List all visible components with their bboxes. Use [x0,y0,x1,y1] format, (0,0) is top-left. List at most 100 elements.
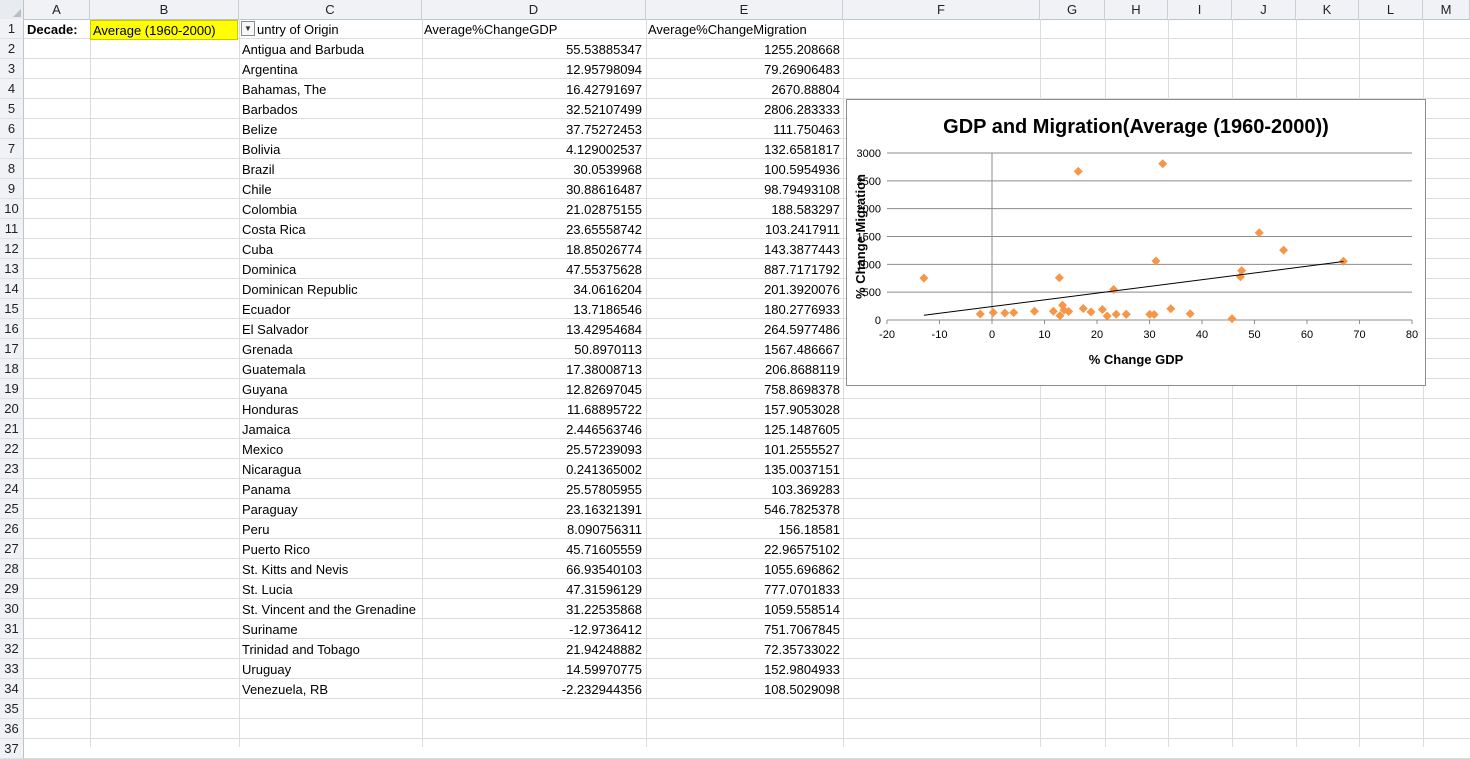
migration-cell[interactable]: 546.7825378 [764,502,840,517]
column-header-i[interactable]: I [1168,0,1232,19]
gdp-cell[interactable]: 47.55375628 [566,262,642,277]
migration-cell[interactable]: 1255.208668 [764,42,840,57]
country-cell[interactable]: Puerto Rico [242,542,310,557]
row-header-14[interactable]: 14 [0,279,24,299]
migration-cell[interactable]: 887.7171792 [764,262,840,277]
country-cell[interactable]: Antigua and Barbuda [242,42,365,57]
gdp-cell[interactable]: 23.65558742 [566,222,642,237]
migration-cell[interactable]: 72.35733022 [764,642,840,657]
row-header-9[interactable]: 9 [0,179,24,199]
country-cell[interactable]: Guatemala [242,362,306,377]
row-header-12[interactable]: 12 [0,239,24,259]
gdp-cell[interactable]: 2.446563746 [566,422,642,437]
gdp-cell[interactable]: 55.53885347 [566,42,642,57]
gdp-cell[interactable]: 4.129002537 [566,142,642,157]
migration-cell[interactable]: 100.5954936 [764,162,840,177]
country-cell[interactable]: Mexico [242,442,284,457]
row-header-3[interactable]: 3 [0,59,24,79]
gdp-cell[interactable]: 0.241365002 [566,462,642,477]
scatter-chart[interactable]: GDP and Migration(Average (1960-2000)) 0 5… [846,99,1426,386]
gdp-cell[interactable]: 31.22535868 [566,602,642,617]
migration-cell[interactable]: 103.369283 [771,482,840,497]
dropdown-arrow-icon[interactable]: ▼ [241,21,255,36]
migration-cell[interactable]: 98.79493108 [764,182,840,197]
column-header-l[interactable]: L [1359,0,1423,19]
row-header-32[interactable]: 32 [0,639,24,659]
country-cell[interactable]: Panama [242,482,291,497]
row-header-26[interactable]: 26 [0,519,24,539]
country-cell[interactable]: Peru [242,522,270,537]
gdp-cell[interactable]: 30.0539968 [573,162,642,177]
country-cell[interactable]: Venezuela, RB [242,682,329,697]
row-header-17[interactable]: 17 [0,339,24,359]
select-all-corner[interactable] [0,0,24,19]
gdp-cell[interactable]: -2.232944356 [561,682,642,697]
row-header-16[interactable]: 16 [0,319,24,339]
country-cell[interactable]: Jamaica [242,422,291,437]
gdp-cell[interactable]: 37.75272453 [566,122,642,137]
row-header-36[interactable]: 36 [0,719,24,739]
country-cell[interactable]: El Salvador [242,322,309,337]
migration-cell[interactable]: 201.3920076 [764,282,840,297]
column-header-b[interactable]: B [90,0,239,19]
row-header-33[interactable]: 33 [0,659,24,679]
row-header-8[interactable]: 8 [0,159,24,179]
migration-cell[interactable]: 2806.283333 [764,102,840,117]
column-header-j[interactable]: J [1232,0,1296,19]
gdp-cell[interactable]: 8.090756311 [567,522,642,537]
gdp-cell[interactable]: 14.59970775 [566,662,642,677]
migration-cell[interactable]: 758.8698378 [764,382,840,397]
row-header-24[interactable]: 24 [0,479,24,499]
country-cell[interactable]: Ecuador [242,302,291,317]
gdp-cell[interactable]: 16.42791697 [566,82,642,97]
migration-cell[interactable]: 180.2776933 [764,302,840,317]
country-cell[interactable]: Trinidad and Tobago [242,642,360,657]
gdp-cell[interactable]: 32.52107499 [566,102,642,117]
country-cell[interactable]: Belize [242,122,278,137]
migration-cell[interactable]: 777.0701833 [764,582,840,597]
country-cell[interactable]: Barbados [242,102,298,117]
gdp-cell[interactable]: 12.95798094 [566,62,642,77]
migration-cell[interactable]: 751.7067845 [764,622,840,637]
column-header-f[interactable]: F [843,0,1040,19]
row-header-19[interactable]: 19 [0,379,24,399]
country-cell[interactable]: Colombia [242,202,297,217]
country-cell[interactable]: Uruguay [242,662,292,677]
country-cell[interactable]: Dominica [242,262,297,277]
migration-cell[interactable]: 2670.88804 [771,82,840,97]
migration-cell[interactable]: 156.18581 [778,522,840,537]
column-header-m[interactable]: M [1423,0,1470,19]
gdp-cell[interactable]: 66.93540103 [566,562,642,577]
country-cell[interactable]: Nicaragua [242,462,302,477]
migration-cell[interactable]: 264.5977486 [764,322,840,337]
gdp-cell[interactable]: 30.88616487 [566,182,642,197]
gdp-cell[interactable]: 23.16321391 [566,502,642,517]
country-cell[interactable]: Honduras [242,402,299,417]
country-cell[interactable]: Paraguay [242,502,298,517]
migration-cell[interactable]: 135.0037151 [764,462,840,477]
row-header-5[interactable]: 5 [0,99,24,119]
gdp-cell[interactable]: 45.71605559 [566,542,642,557]
gdp-cell[interactable]: 34.0616204 [573,282,642,297]
row-header-30[interactable]: 30 [0,599,24,619]
gdp-cell[interactable]: 12.82697045 [566,382,642,397]
migration-cell[interactable]: 143.3877443 [764,242,840,257]
migration-cell[interactable]: 152.9804933 [764,662,840,677]
migration-cell[interactable]: 206.8688119 [765,362,840,377]
country-cell[interactable]: Bahamas, The [242,82,327,97]
row-header-10[interactable]: 10 [0,199,24,219]
migration-cell[interactable]: 125.1487605 [764,422,840,437]
country-cell[interactable]: Guyana [242,382,288,397]
gdp-cell[interactable]: 11.68895722 [567,402,642,417]
column-header-c[interactable]: C [239,0,422,19]
country-cell[interactable]: Chile [242,182,272,197]
migration-cell[interactable]: 103.2417911 [765,222,840,237]
country-cell[interactable]: Dominican Republic [242,282,358,297]
decade-selector-cell[interactable]: Average (1960-2000) [90,20,238,40]
row-header-1[interactable]: 1 [0,19,24,39]
migration-cell[interactable]: 1055.696862 [764,562,840,577]
migration-cell[interactable]: 111.750463 [773,122,840,137]
country-cell[interactable]: Grenada [242,342,293,357]
country-cell[interactable]: Bolivia [242,142,281,157]
country-cell[interactable]: Suriname [242,622,298,637]
